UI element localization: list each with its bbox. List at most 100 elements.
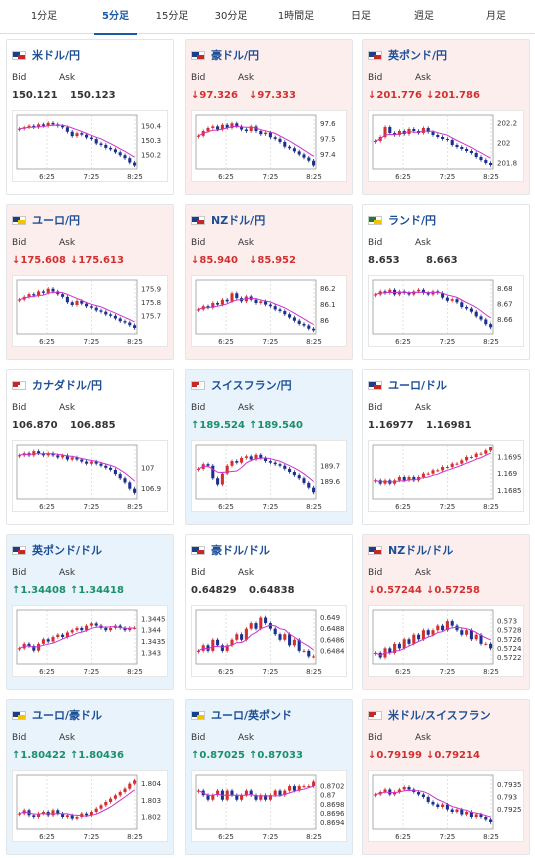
candle-body <box>109 314 113 316</box>
currency-pair-link[interactable]: 豪ドル/ドル <box>211 544 271 557</box>
currency-pair-link[interactable]: 英ポンド/ドル <box>32 544 103 557</box>
candlestick-chart[interactable]: 6:25 7:25 8:25 1.3445 1.344 1.3435 1.343 <box>12 605 168 677</box>
candlestick-chart[interactable]: 6:25 7:25 8:25 1.804 1.803 1.802 <box>12 770 168 842</box>
candle-body <box>113 795 117 799</box>
x-tick-label: 6:25 <box>395 668 411 676</box>
candle-body <box>46 122 50 126</box>
candlestick-chart[interactable]: 6:25 7:25 8:25 97.6 97.5 97.4 <box>191 110 347 182</box>
rate-card[interactable]: 豪ドル/ドル Bid Ask 0.64829 0.64838 6:25 7:25 8:25 0.… <box>185 534 353 690</box>
rate-card[interactable]: ランド/円 Bid Ask 8.653 8.663 6:25 7:25 8:25 8.68 8.6… <box>362 204 530 360</box>
moving-average-line <box>375 452 491 483</box>
currency-pair-link[interactable]: 米ドル/スイスフラン <box>388 709 491 722</box>
candle-body <box>196 135 200 137</box>
rate-card[interactable]: ユーロ/英ポンド Bid Ask ↑0.87025 ↑0.87033 6:25 7:25 8:… <box>185 699 353 855</box>
tab-3[interactable]: 30分足 <box>214 11 248 22</box>
candlestick-chart[interactable]: 6:25 7:25 8:25 1.1695 1.169 1.1685 <box>368 440 524 512</box>
y-tick-label: 107 <box>141 464 154 472</box>
candlestick-chart[interactable]: 6:25 7:25 8:25 0.8702 0.87 0.8698 0.8696 0.8694 <box>191 770 347 842</box>
currency-pair-link[interactable]: ユーロ/英ポンド <box>211 709 293 722</box>
tab-5[interactable]: 日足 <box>351 11 371 22</box>
candlestick-chart[interactable]: 6:25 7:25 8:25 202.2 202 201.8 <box>368 110 524 182</box>
candle-body <box>465 457 469 461</box>
currency-pair-link[interactable]: ユーロ/ドル <box>388 379 448 392</box>
candle-body <box>436 470 440 472</box>
candle-body <box>489 447 493 451</box>
candlestick-chart[interactable]: 6:25 7:25 8:25 189.7 189.6 <box>191 440 347 512</box>
card-header: 豪ドル/円 <box>191 48 259 62</box>
candle-body <box>412 477 416 481</box>
candle-body <box>441 625 445 631</box>
candle-body <box>259 617 263 629</box>
bid-ask-labels: Bid Ask <box>368 73 431 83</box>
candlestick-chart[interactable]: 6:25 7:25 8:25 86.2 86.1 86 <box>191 275 347 347</box>
rate-card[interactable]: NZドル/ドル Bid Ask ↓0.57244 ↓0.57258 6:25 7:25 8:2… <box>362 534 530 690</box>
candle-body <box>244 296 248 302</box>
rate-card[interactable]: NZドル/円 Bid Ask ↓85.940 ↓85.952 6:25 7:25 8:25 86… <box>185 204 353 360</box>
tab-4[interactable]: 1時間足 <box>277 11 315 22</box>
currency-pair-link[interactable]: ユーロ/豪ドル <box>32 709 103 722</box>
x-tick-label: 7:25 <box>440 338 456 346</box>
candle-body <box>268 623 272 629</box>
candle-body <box>211 465 215 479</box>
currency-pair-link[interactable]: 米ドル/円 <box>32 49 81 62</box>
tab-7[interactable]: 月足 <box>486 11 506 22</box>
price-values: ↓175.608 ↓175.613 <box>12 255 124 266</box>
candle-body <box>469 630 473 640</box>
tab-0[interactable]: 1分足 <box>30 11 58 22</box>
candle-body <box>273 306 277 310</box>
currency-pair-link[interactable]: NZドル/ドル <box>388 544 454 557</box>
rate-card[interactable]: ユーロ/円 Bid Ask ↓175.608 ↓175.613 6:25 7:25 8:25 1… <box>6 204 174 360</box>
bid-price: 1.16977 <box>368 420 414 431</box>
currency-pair-link[interactable]: NZドル/円 <box>211 214 266 227</box>
currency-pair-link[interactable]: ユーロ/円 <box>32 214 81 227</box>
bid-ask-labels: Bid Ask <box>12 733 75 743</box>
candlestick-chart[interactable]: 6:25 7:25 8:25 107 106.9 <box>12 440 168 512</box>
candlestick-chart[interactable]: 6:25 7:25 8:25 0.7935 0.793 0.7925 <box>368 770 524 842</box>
y-tick-label: 175.7 <box>141 312 161 320</box>
candle-body <box>240 126 244 130</box>
bid-price: ↑0.87025 <box>191 750 245 761</box>
rate-card[interactable]: 米ドル/スイスフラン Bid Ask ↓0.79199 ↓0.79214 6:25 7:25… <box>362 699 530 855</box>
candle-body <box>61 634 65 637</box>
tab-6[interactable]: 週足 <box>414 11 434 22</box>
candle-body <box>383 127 387 137</box>
candle-body <box>41 812 45 814</box>
candlestick-chart[interactable]: 6:25 7:25 8:25 150.4 150.3 150.2 <box>12 110 168 182</box>
rate-card[interactable]: 英ポンド/ドル Bid Ask ↑1.34408 ↑1.34418 6:25 7:25 8:2… <box>6 534 174 690</box>
currency-pair-link[interactable]: 豪ドル/円 <box>211 49 260 62</box>
candle-body <box>128 158 132 163</box>
tab-2[interactable]: 15分足 <box>155 11 189 22</box>
currency-pair-link[interactable]: 英ポンド/円 <box>388 49 448 62</box>
card-header: 米ドル/スイスフラン <box>368 708 491 722</box>
x-tick-label: 8:25 <box>306 668 322 676</box>
currency-pair-link[interactable]: ランド/円 <box>388 214 437 227</box>
candle-body <box>292 317 296 321</box>
rate-card[interactable]: ユーロ/ドル Bid Ask 1.16977 1.16981 6:25 7:25 8:25 1.… <box>362 369 530 525</box>
flag-icon <box>191 215 205 225</box>
candlestick-chart[interactable]: 6:25 7:25 8:25 0.649 0.6488 0.6486 0.6484 <box>191 605 347 677</box>
candlestick-chart[interactable]: 6:25 7:25 8:25 0.573 0.5728 0.5726 0.5724 0.572… <box>368 605 524 677</box>
rate-card[interactable]: 豪ドル/円 Bid Ask ↓97.326 ↓97.333 6:25 7:25 8:25 97.… <box>185 39 353 195</box>
candle-body <box>445 467 449 468</box>
currency-pair-link[interactable]: スイスフラン/円 <box>211 379 292 392</box>
flag-icon <box>191 50 205 60</box>
candle-body <box>273 462 277 465</box>
bid-price: 0.64829 <box>191 585 237 596</box>
flag-icon <box>368 545 382 555</box>
rate-card[interactable]: ユーロ/豪ドル Bid Ask ↑1.80422 ↑1.80436 6:25 7:25 8:2… <box>6 699 174 855</box>
bid-price: 106.870 <box>12 420 58 431</box>
candlestick-chart[interactable]: 6:25 7:25 8:25 175.9 175.8 175.7 <box>12 275 168 347</box>
candle-body <box>407 787 411 790</box>
candle-body <box>240 457 244 463</box>
rate-card[interactable]: 英ポンド/円 Bid Ask ↓201.776 ↓201.786 6:25 7:25 8:25… <box>362 39 530 195</box>
rate-card[interactable]: スイスフラン/円 Bid Ask ↑189.524 ↑189.540 6:25 7:25 8:… <box>185 369 353 525</box>
candle-body <box>32 451 36 456</box>
x-tick-label: 6:25 <box>39 668 55 676</box>
tab-1[interactable]: 5分足 <box>88 0 143 35</box>
candlestick-chart[interactable]: 6:25 7:25 8:25 8.68 8.67 8.66 <box>368 275 524 347</box>
rate-card[interactable]: 米ドル/円 Bid Ask 150.121 150.123 6:25 7:25 8:25 150… <box>6 39 174 195</box>
currency-pair-link[interactable]: カナダドル/円 <box>32 379 103 392</box>
ask-price: 8.663 <box>426 255 458 266</box>
rate-card[interactable]: カナダドル/円 Bid Ask 106.870 106.885 6:25 7:25 8:25 1… <box>6 369 174 525</box>
candle-body <box>249 126 253 132</box>
